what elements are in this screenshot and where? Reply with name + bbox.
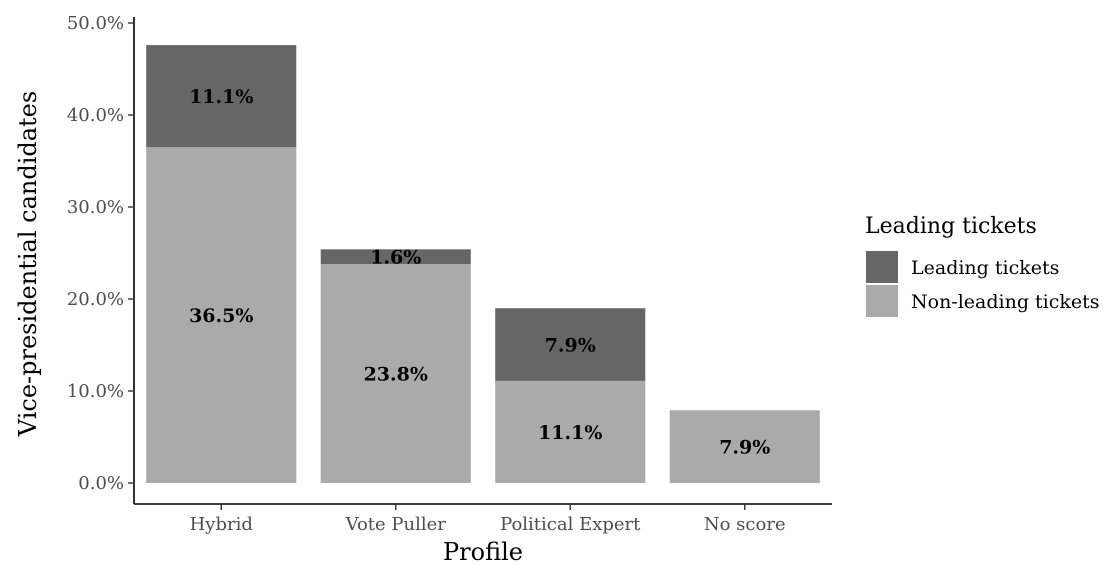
y-tick-label: 30.0%: [67, 197, 124, 218]
bars-layer: [146, 45, 820, 483]
bar-segment: [495, 380, 646, 483]
y-ticks-layer: 0.0% 10.0% 20.0% 30.0% 40.0% 50.0%: [67, 13, 134, 494]
legend: Leading tickets Leading tickets Non-leadi…: [865, 214, 1100, 317]
legend-label: Non-leading tickets: [911, 291, 1100, 313]
x-ticks-layer: Hybrid Vote Puller Political Expert No scor…: [190, 504, 786, 535]
x-axis-title: Profile: [443, 538, 523, 565]
y-axis-title: Vice-presidential candidates: [14, 91, 42, 437]
x-tick-label: Political Expert: [500, 514, 641, 535]
y-tick-label: 10.0%: [67, 381, 124, 402]
y-tick-label: 20.0%: [67, 289, 124, 310]
x-tick-label: Hybrid: [190, 514, 253, 535]
bar-segment: [320, 249, 471, 265]
legend-label: Leading tickets: [911, 257, 1059, 279]
y-tick-label: 40.0%: [67, 105, 124, 126]
bar-value-label: 36.5%: [189, 305, 253, 327]
bar-segment: [320, 264, 471, 483]
bar-segment: [146, 147, 297, 483]
bar-segment: [669, 410, 820, 483]
legend-title: Leading tickets: [865, 214, 1037, 239]
x-tick-label: Vote Puller: [345, 514, 447, 535]
bar-value-label: 11.1%: [538, 422, 602, 444]
y-tick-label: 50.0%: [67, 13, 124, 34]
legend-swatch: [866, 251, 898, 283]
bar-value-label: 7.9%: [719, 437, 770, 459]
bar-value-label: 23.8%: [364, 364, 428, 386]
bar-value-label: 1.6%: [370, 247, 421, 269]
bar-segment: [146, 45, 297, 148]
legend-swatch: [866, 285, 898, 317]
axes-layer: [133, 17, 832, 505]
x-tick-label: No score: [704, 514, 786, 535]
bar-value-label: 7.9%: [545, 335, 596, 357]
y-tick-label: 0.0%: [78, 473, 124, 494]
bar-labels-layer: 36.5% 11.1% 23.8% 1.6% 11.1% 7.9% 7.9%: [189, 86, 770, 459]
bar-segment: [495, 308, 646, 381]
bar-value-label: 11.1%: [189, 86, 253, 108]
